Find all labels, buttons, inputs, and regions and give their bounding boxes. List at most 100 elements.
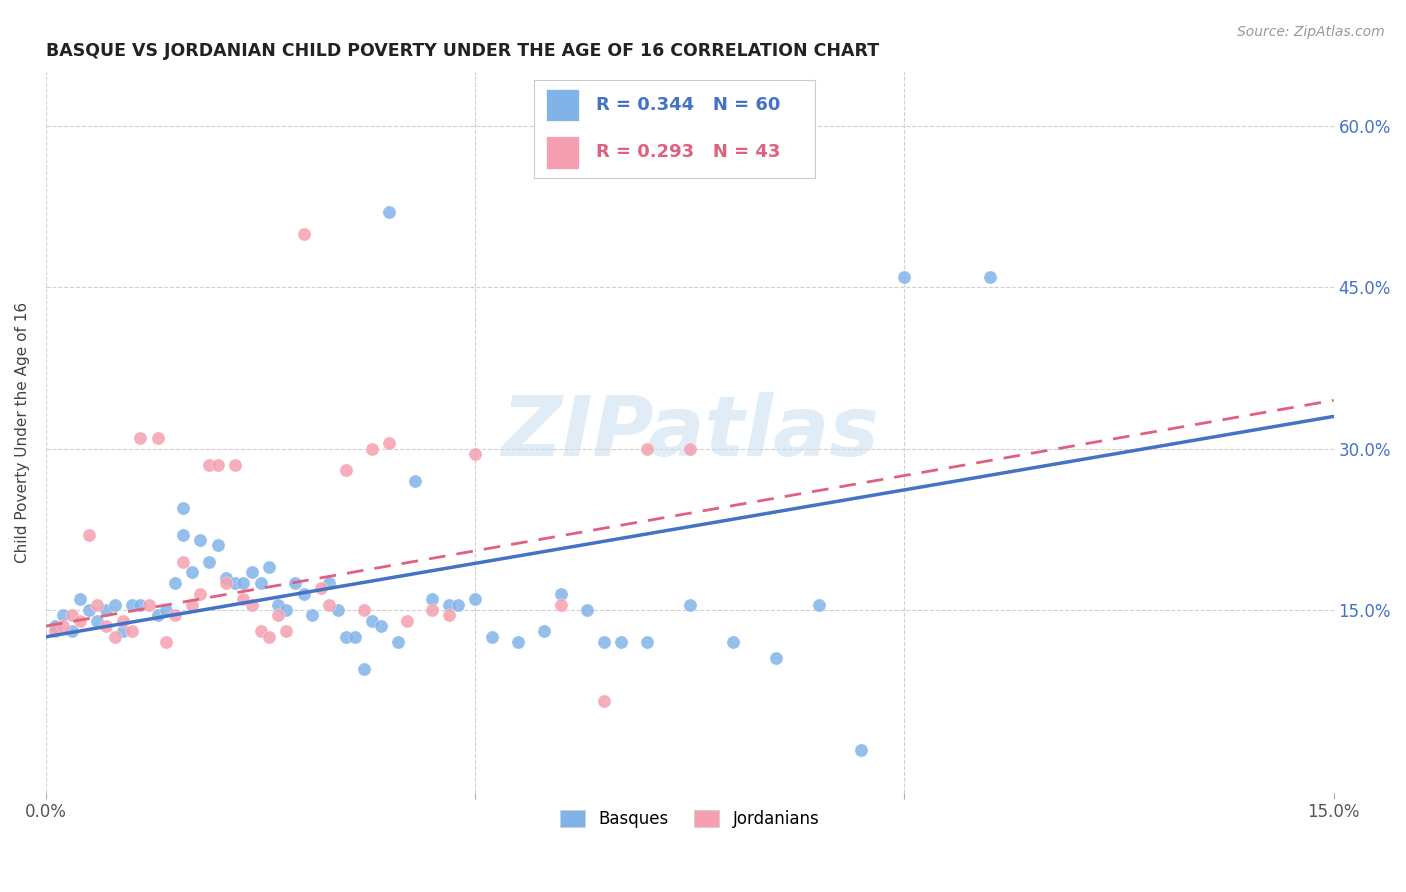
Point bbox=[180, 566, 202, 580]
Point bbox=[44, 619, 66, 633]
Point bbox=[232, 576, 254, 591]
Point bbox=[335, 630, 357, 644]
Point bbox=[215, 571, 238, 585]
Point bbox=[146, 608, 169, 623]
Point bbox=[190, 587, 212, 601]
Point bbox=[224, 458, 246, 472]
Legend: Basques, Jordanians: Basques, Jordanians bbox=[554, 803, 825, 835]
Point bbox=[464, 447, 486, 461]
Point bbox=[146, 431, 169, 445]
Point bbox=[335, 463, 357, 477]
Point bbox=[69, 614, 91, 628]
Point bbox=[353, 603, 375, 617]
Point bbox=[292, 227, 315, 241]
Point bbox=[138, 598, 160, 612]
Point bbox=[610, 635, 633, 649]
Point bbox=[240, 598, 263, 612]
Point bbox=[276, 603, 298, 617]
Text: R = 0.344   N = 60: R = 0.344 N = 60 bbox=[596, 96, 780, 114]
Point bbox=[550, 587, 572, 601]
Point bbox=[94, 619, 117, 633]
Text: Source: ZipAtlas.com: Source: ZipAtlas.com bbox=[1237, 25, 1385, 39]
Point bbox=[180, 598, 202, 612]
Point bbox=[593, 635, 616, 649]
Point bbox=[240, 566, 263, 580]
Point bbox=[370, 619, 392, 633]
Point bbox=[190, 533, 212, 547]
Point bbox=[309, 582, 332, 596]
Point bbox=[395, 614, 418, 628]
Point bbox=[267, 608, 290, 623]
Text: R = 0.293   N = 43: R = 0.293 N = 43 bbox=[596, 144, 780, 161]
Point bbox=[508, 635, 530, 649]
Point bbox=[172, 500, 194, 515]
Point bbox=[404, 474, 426, 488]
Point bbox=[893, 269, 915, 284]
Point bbox=[361, 442, 384, 456]
Point bbox=[721, 635, 744, 649]
Point bbox=[121, 624, 143, 639]
Point bbox=[155, 635, 177, 649]
Point bbox=[86, 614, 108, 628]
Point bbox=[155, 603, 177, 617]
Point bbox=[464, 592, 486, 607]
Point bbox=[979, 269, 1001, 284]
Point bbox=[301, 608, 323, 623]
Point bbox=[249, 576, 271, 591]
Point bbox=[172, 555, 194, 569]
Point bbox=[198, 555, 221, 569]
Point bbox=[636, 635, 658, 649]
Point bbox=[851, 742, 873, 756]
Point bbox=[378, 436, 401, 450]
Point bbox=[52, 619, 75, 633]
Point bbox=[593, 694, 616, 708]
Point bbox=[447, 598, 470, 612]
Point bbox=[636, 442, 658, 456]
Point bbox=[77, 603, 100, 617]
Point bbox=[326, 603, 349, 617]
Point bbox=[112, 624, 135, 639]
Point bbox=[420, 592, 443, 607]
Point bbox=[52, 608, 75, 623]
Text: BASQUE VS JORDANIAN CHILD POVERTY UNDER THE AGE OF 16 CORRELATION CHART: BASQUE VS JORDANIAN CHILD POVERTY UNDER … bbox=[46, 42, 879, 60]
Point bbox=[439, 608, 461, 623]
Point bbox=[284, 576, 307, 591]
Point bbox=[267, 598, 290, 612]
Point bbox=[679, 598, 702, 612]
Point bbox=[94, 603, 117, 617]
Point bbox=[439, 598, 461, 612]
Text: ZIPatlas: ZIPatlas bbox=[501, 392, 879, 473]
Point bbox=[387, 635, 409, 649]
Point bbox=[77, 527, 100, 541]
Point bbox=[378, 205, 401, 219]
Point bbox=[44, 624, 66, 639]
Y-axis label: Child Poverty Under the Age of 16: Child Poverty Under the Age of 16 bbox=[15, 302, 30, 563]
Point bbox=[163, 576, 186, 591]
Point bbox=[129, 598, 152, 612]
Point bbox=[276, 624, 298, 639]
Bar bbox=[546, 89, 579, 121]
Point bbox=[121, 598, 143, 612]
Point bbox=[575, 603, 598, 617]
Point bbox=[257, 630, 280, 644]
Point bbox=[207, 458, 229, 472]
Point bbox=[215, 576, 238, 591]
Point bbox=[292, 587, 315, 601]
Point bbox=[361, 614, 384, 628]
Point bbox=[807, 598, 830, 612]
Point bbox=[163, 608, 186, 623]
Point bbox=[104, 598, 127, 612]
Point bbox=[172, 527, 194, 541]
Point bbox=[104, 630, 127, 644]
Point bbox=[249, 624, 271, 639]
Point bbox=[257, 560, 280, 574]
Point bbox=[69, 592, 91, 607]
Point bbox=[353, 662, 375, 676]
Point bbox=[207, 538, 229, 552]
Point bbox=[533, 624, 555, 639]
Point bbox=[129, 431, 152, 445]
Point bbox=[232, 592, 254, 607]
Point bbox=[679, 442, 702, 456]
Point bbox=[60, 608, 83, 623]
Bar bbox=[546, 136, 579, 169]
